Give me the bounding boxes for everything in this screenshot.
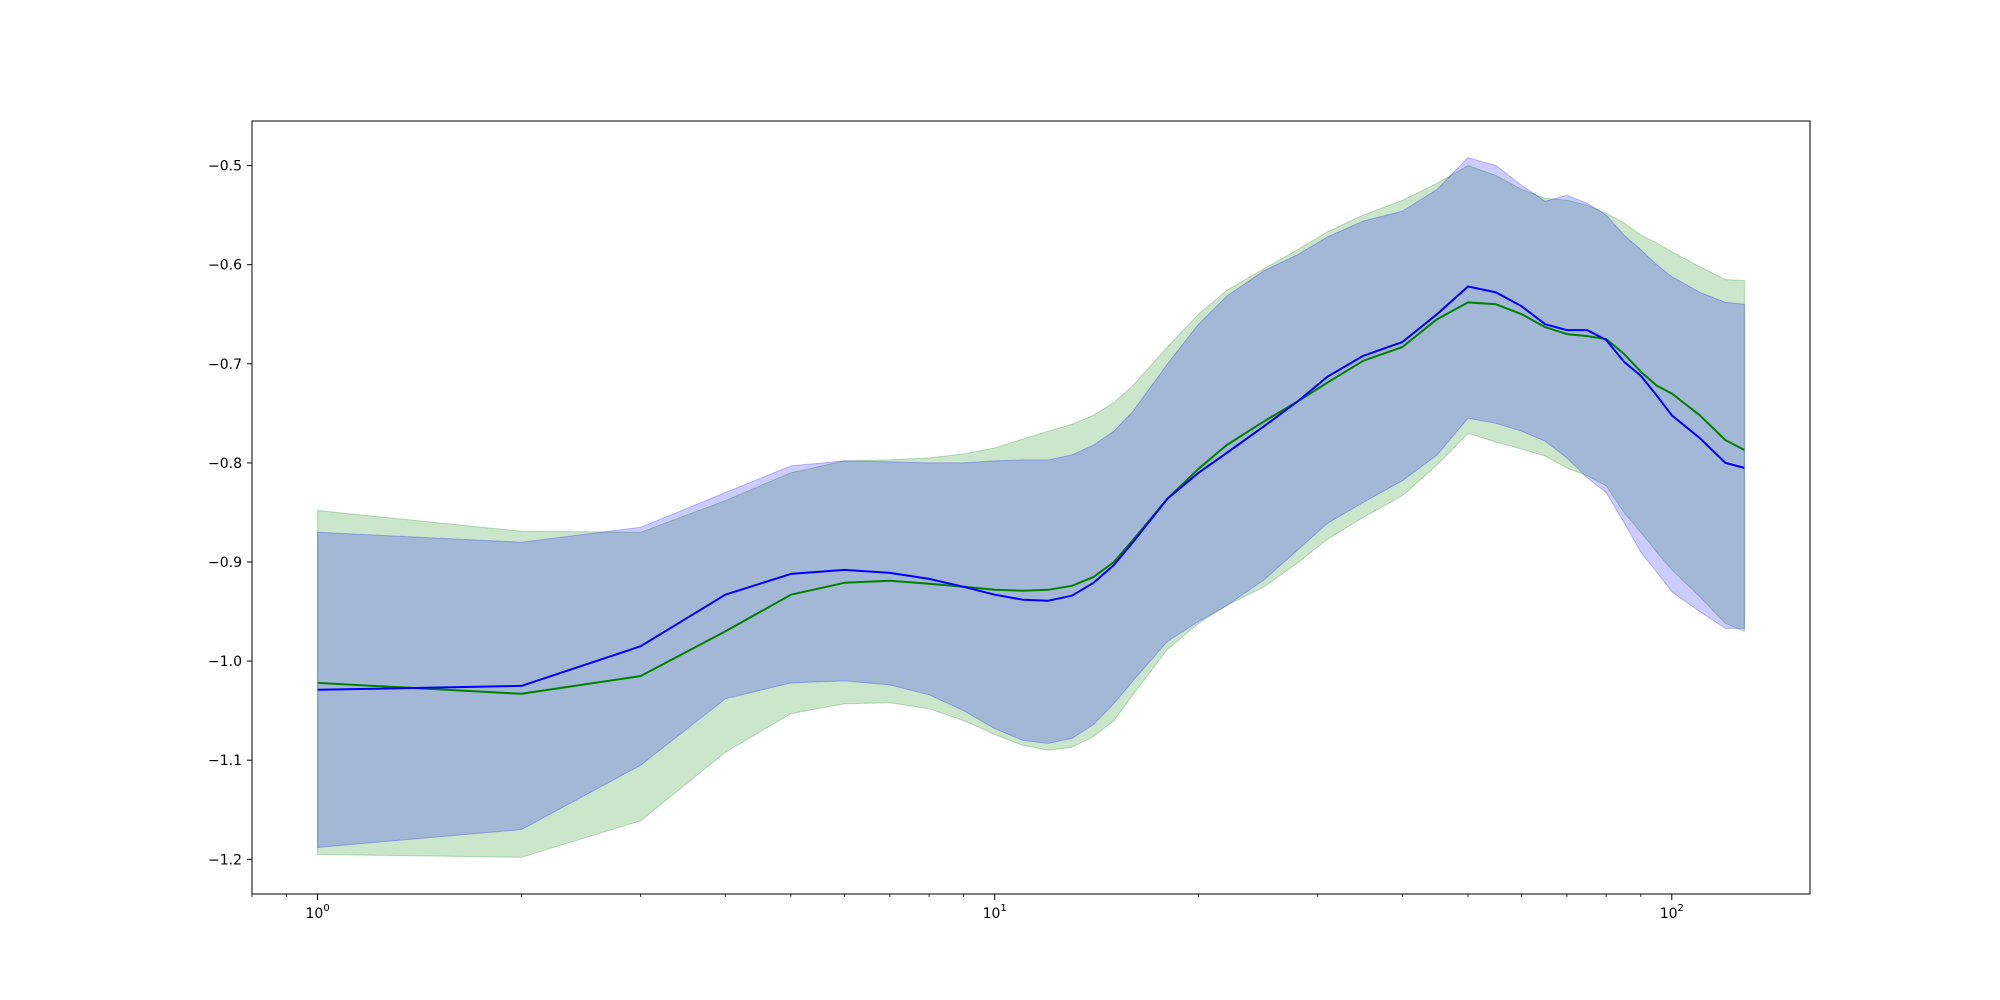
- y-tick-label: −0.7: [208, 357, 242, 373]
- y-tick-label: −1.2: [208, 852, 242, 868]
- y-tick-label: −1.0: [208, 654, 242, 670]
- plot-frame: [251, 120, 1811, 895]
- series-1-line: [317, 301, 1745, 695]
- y-axis: −0.5 −0.6 −0.7 −0.8 −0.9 −1.0 −1.1 −1.2: [208, 159, 252, 868]
- series-2-line: [317, 285, 1745, 691]
- confidence-bands: [317, 157, 1745, 858]
- y-tick-label: −1.1: [208, 753, 242, 769]
- y-tick-label: −0.8: [208, 456, 242, 472]
- series-2-band: [317, 157, 1745, 848]
- series-1-band: [317, 165, 1745, 858]
- x-tick-label: 101: [983, 903, 1007, 922]
- series-lines: [317, 285, 1745, 695]
- y-tick-label: −0.5: [208, 159, 242, 175]
- x-tick-label: 100: [306, 903, 330, 922]
- y-tick-label: −0.9: [208, 555, 242, 571]
- x-axis: 100 101 102: [251, 894, 1684, 922]
- y-tick-label: −0.6: [208, 258, 242, 274]
- x-tick-label: 102: [1660, 903, 1684, 922]
